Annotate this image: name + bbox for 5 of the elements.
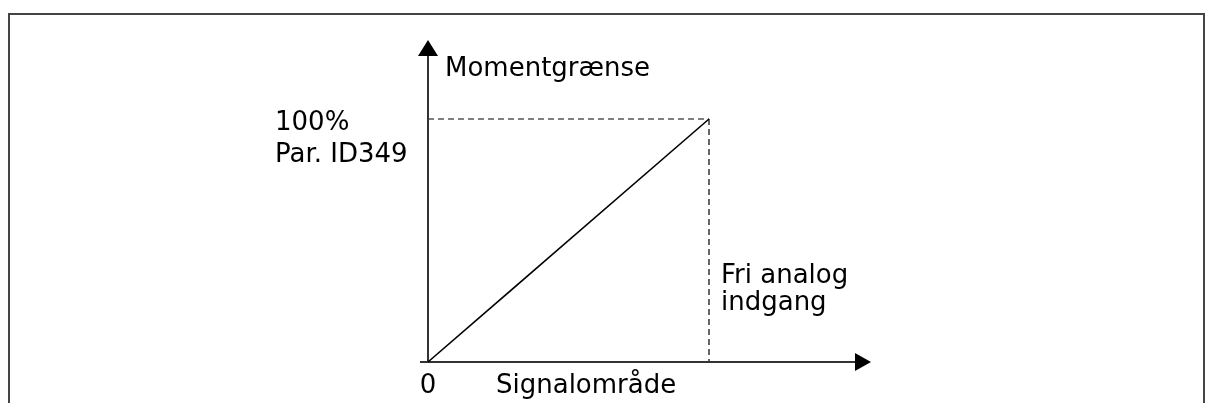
- annotation: 0: [419, 369, 437, 399]
- x-axis-title: Signalområde: [496, 369, 677, 399]
- ref-line-label: 100% Par. ID349: [275, 106, 408, 168]
- y-axis-title: Momentgrænse: [445, 52, 651, 82]
- annotation: Fri analog indgang: [721, 259, 849, 316]
